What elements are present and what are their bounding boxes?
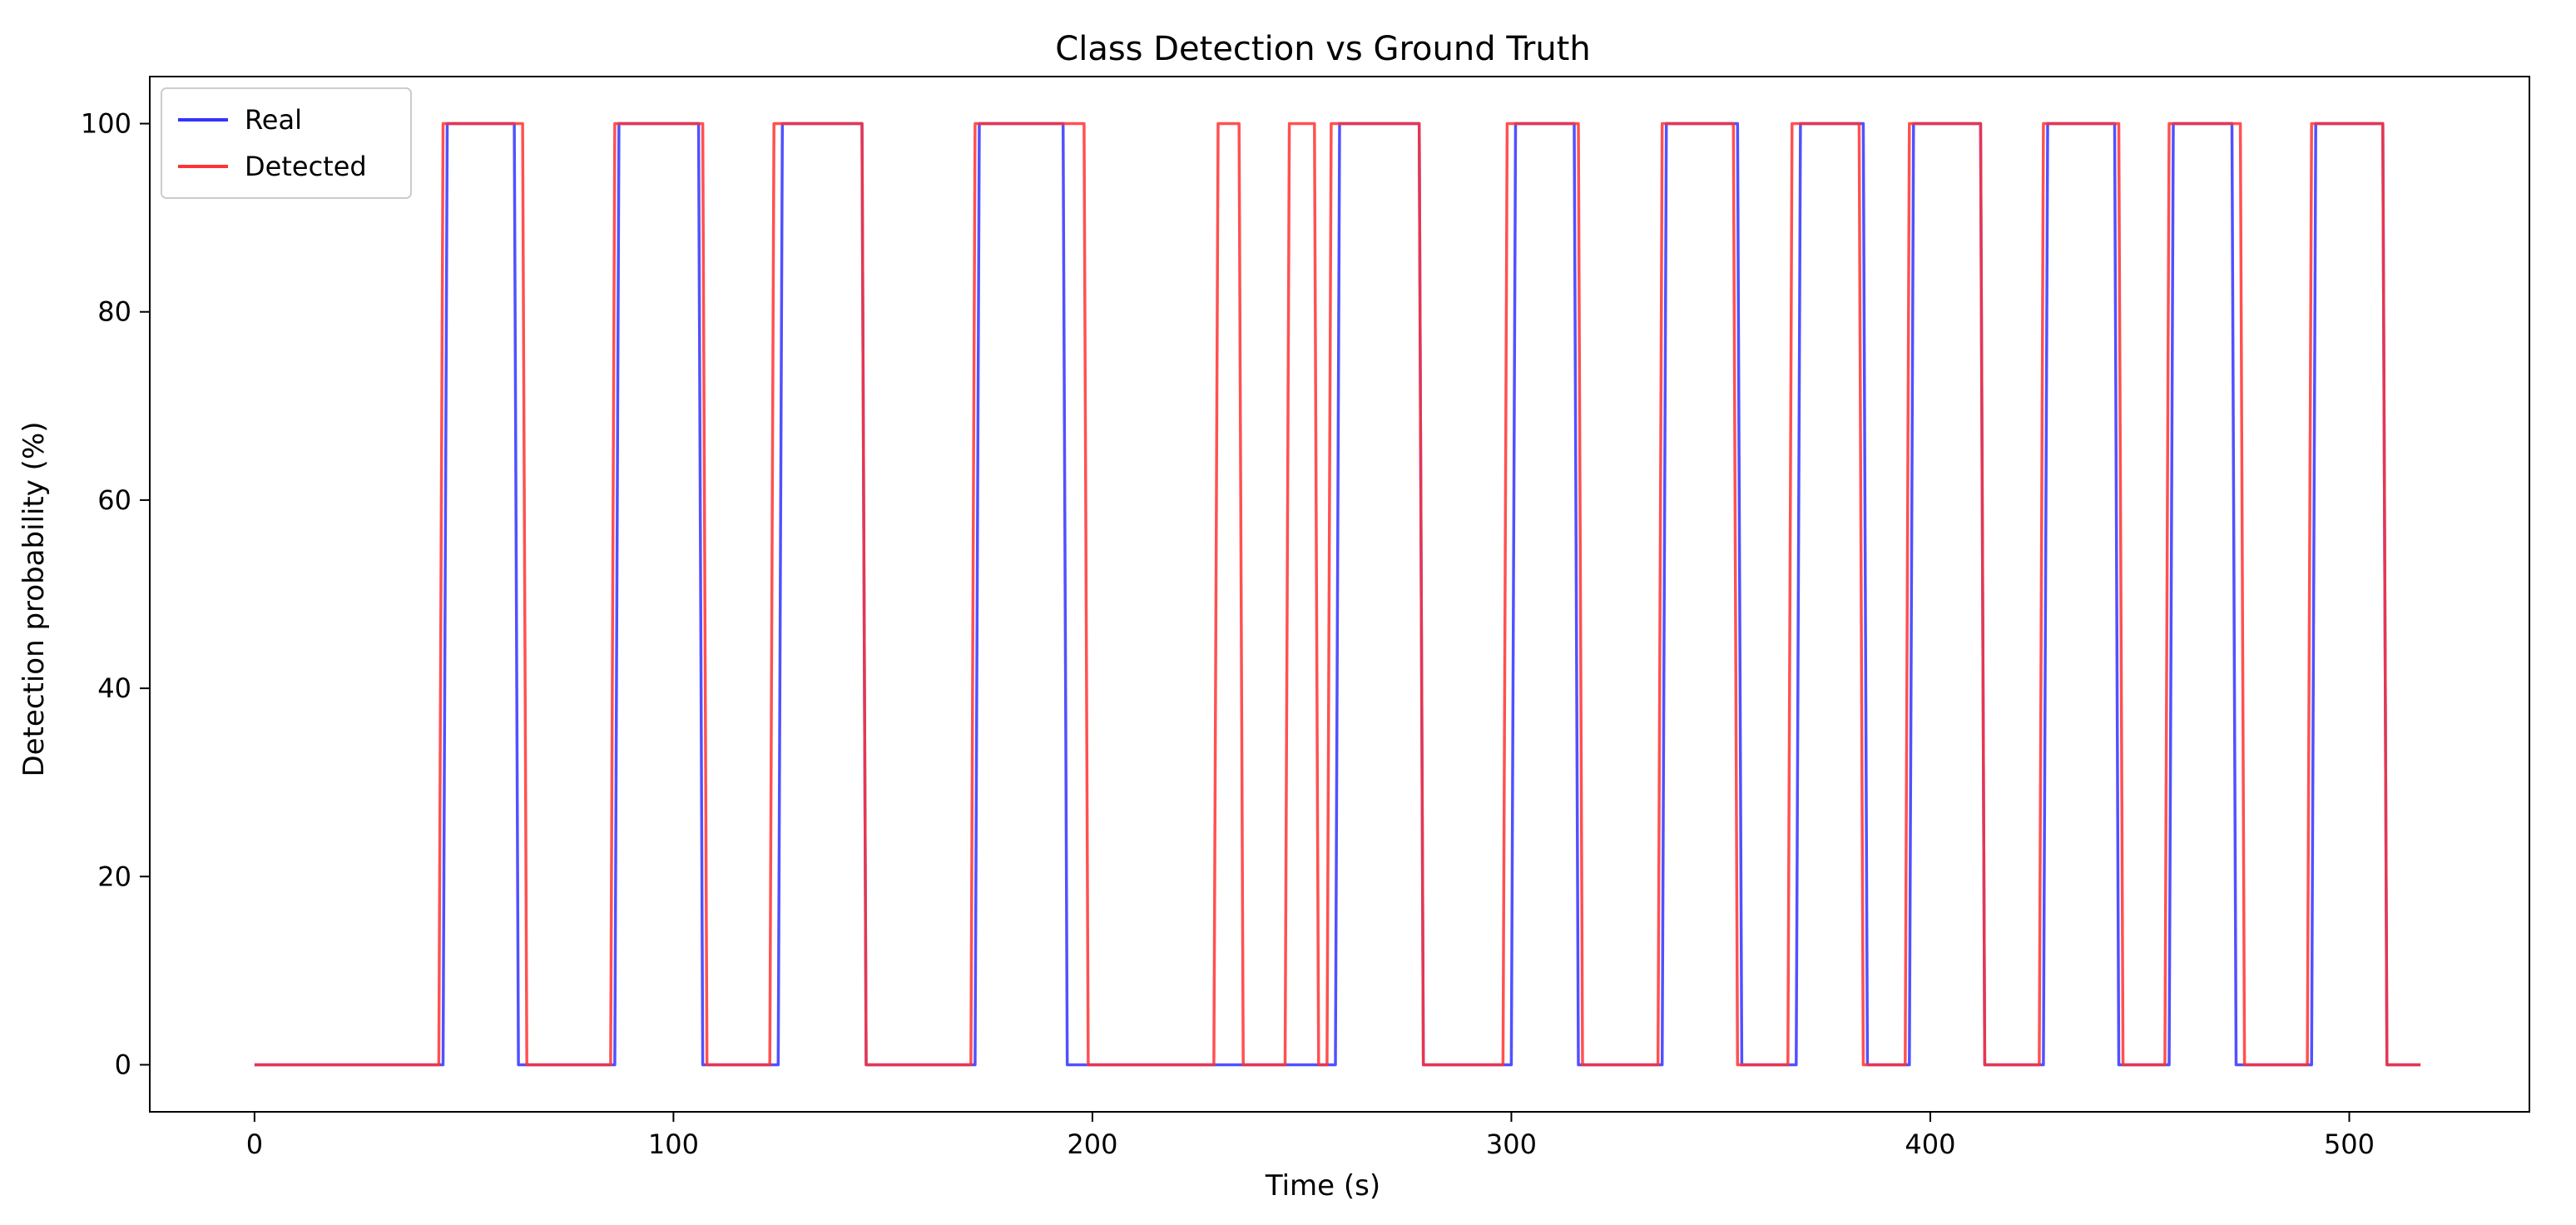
plot-frame — [149, 76, 2530, 1113]
series-line-detected — [254, 122, 2421, 1067]
y-tick-label: 0 — [115, 1049, 131, 1080]
chart-title: Class Detection vs Ground Truth — [1055, 30, 1590, 68]
y-tick-label: 40 — [97, 672, 131, 704]
plot-area — [254, 122, 2421, 1067]
x-tick-label: 200 — [1067, 1128, 1117, 1160]
x-axis-label: Time (s) — [1265, 1169, 1380, 1203]
x-tick-label: 100 — [648, 1128, 699, 1160]
y-axis-label: Detection probability (%) — [17, 421, 51, 776]
y-tick-label: 60 — [97, 484, 131, 516]
x-tick-label: 300 — [1486, 1128, 1537, 1160]
x-tick-label: 0 — [246, 1128, 263, 1160]
legend-box — [161, 87, 412, 199]
series-line-real — [254, 122, 2421, 1067]
legend-label: Detected — [245, 151, 367, 182]
y-tick-label: 20 — [97, 860, 131, 892]
x-tick-label: 400 — [1905, 1128, 1955, 1160]
x-tick-label: 500 — [2324, 1128, 2375, 1160]
legend-label: Real — [245, 104, 302, 136]
legend: Real Detected — [161, 87, 412, 199]
y-tick-label: 80 — [97, 296, 131, 328]
y-tick-label: 100 — [81, 108, 131, 140]
y-axis: 0 20 40 60 80 100 — [81, 108, 150, 1080]
x-axis: 0 100 200 300 400 500 — [246, 1112, 2375, 1160]
